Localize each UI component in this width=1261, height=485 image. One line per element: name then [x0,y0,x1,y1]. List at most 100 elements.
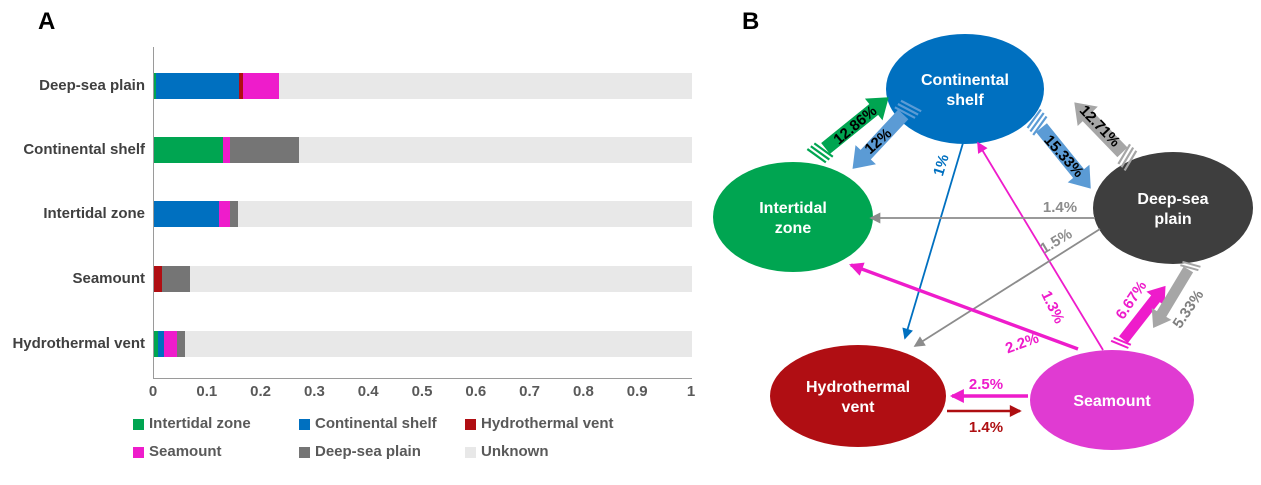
x-tick-label: 0.1 [196,383,218,400]
bar-segment-continental-shelf [158,331,164,357]
plot-area [153,47,692,379]
edge-intertidal-to-shelf-arrow [806,97,889,164]
legend-item-unknown: Unknown [465,443,549,460]
bar-segment-hydrothermal-vent [154,266,162,292]
edge-seamount-to-shelf-line [977,141,1104,351]
x-tick-label: 0.2 [250,383,272,400]
bar-segment-unknown [185,331,692,357]
edge-seamount-to-shelf-label: 1.3% [1037,288,1067,326]
bar-segment-deep-sea-plain [230,201,238,227]
legend-label: Unknown [481,443,549,460]
edge-shelf-to-deepsea-label: 15.33% [1040,132,1087,181]
node-label-intertidal-zone-2: zone [775,220,812,237]
category-label-deep-sea-plain: Deep-sea plain [39,77,145,94]
edge-shelf-to-hydrothermal-label: 1% [930,152,953,178]
bar-row-hydrothermal-vent [154,331,692,357]
node-intertidal-zone [713,162,873,272]
panel-b-label: B [742,8,760,35]
node-seamount [1030,350,1194,450]
x-tick-label: 0.4 [357,383,379,400]
legend-label: Hydrothermal vent [481,415,614,432]
edge-shelf-to-intertidal-arrow [852,99,922,169]
x-axis: 0 0.1 0.2 0.3 0.4 0.5 0.6 0.7 0.8 0.9 1 [149,383,695,403]
x-tick-label: 0.7 [519,383,541,400]
x-tick-label: 0.6 [465,383,487,400]
edge-deepsea-to-hydrothermal-line [913,228,1101,347]
legend-label: Seamount [149,443,222,460]
panel-a-bar-chart: A Deep-sea plain Continental shelf Inter… [12,8,695,460]
bar-row-intertidal-zone [154,201,692,227]
bar-segment-intertidal-zone [154,137,224,163]
node-deep-sea-plain [1093,152,1253,264]
edge-deepsea-to-shelf-arrow [1074,102,1138,171]
x-tick-label: 1 [686,383,696,400]
legend-label: Intertidal zone [149,415,251,432]
bar-segment-seamount [163,331,178,357]
legend-item-intertidal-zone: Intertidal zone [133,415,251,432]
edge-seamount-to-deepsea-arrow [1110,285,1166,349]
bar-segment-deep-sea-plain [177,331,186,357]
node-label-hydrothermal-vent-1: Hydrothermal [806,379,910,396]
category-label-continental-shelf: Continental shelf [23,141,145,158]
legend-item-seamount: Seamount [133,443,222,460]
bar-segment-unknown [279,73,692,99]
edge-deepsea-to-shelf-label: 12.71% [1076,102,1124,150]
node-label-hydrothermal-vent-2: vent [842,399,876,416]
legend-item-continental-shelf: Continental shelf [299,415,437,432]
edge-deepsea-to-hydrothermal-label: 1.5% [1037,225,1075,257]
panel-b-network-diagram: B [700,0,1261,480]
bar-row-seamount [154,266,692,292]
x-tick-label: 0.5 [411,383,433,400]
edge-hydrothermal-to-seamount-label: 1.4% [969,419,1003,436]
node-label-deep-sea-plain-1: Deep-sea [1137,191,1208,208]
bar-segment-seamount [223,137,231,163]
bar-segment-intertidal-zone [154,73,157,99]
network-svg: 12.86% 12% 15.33% 12.71% 6.67% 5.33% 1% … [713,34,1253,450]
bar-row-continental-shelf [154,137,692,163]
x-tick-label: 0.3 [303,383,325,400]
edge-deepsea-to-seamount-arrow [1151,260,1201,329]
bar-segment-unknown [190,266,692,292]
bar-segment-seamount [218,201,231,227]
category-label-seamount: Seamount [72,270,145,287]
legend-marker-continental-shelf [299,419,310,430]
panel-a-label: A [38,8,56,35]
edge-seamount-to-hydrothermal-label: 2.5% [969,376,1003,393]
legend-marker-hydrothermal-vent [465,419,476,430]
legend-label: Deep-sea plain [315,443,421,460]
legend-marker-unknown [465,447,476,458]
x-tick-label: 0.8 [572,383,594,400]
node-label-continental-shelf-2: shelf [946,92,984,109]
bar-segment-continental-shelf [154,201,219,227]
x-tick-label: 0 [148,383,158,400]
node-hydrothermal-vent [770,345,946,447]
category-label-hydrothermal-vent: Hydrothermal vent [12,335,145,352]
node-label-continental-shelf-1: Continental [921,72,1009,89]
bar-segment-seamount [243,73,280,99]
edge-shelf-to-deepsea-arrow [1026,108,1091,189]
bar-segment-unknown [237,201,692,227]
bar-segment-hydrothermal-vent [238,73,244,99]
category-label-intertidal-zone: Intertidal zone [43,205,145,222]
node-continental-shelf [886,34,1044,144]
edge-seamount-to-intertidal-label: 2.2% [1003,330,1041,358]
bar-segment-continental-shelf [156,73,239,99]
bar-segment-unknown [298,137,692,163]
node-label-deep-sea-plain-2: plain [1154,211,1191,228]
bar-segment-deep-sea-plain [161,266,191,292]
bar-row-deep-sea-plain [154,73,692,99]
edge-deepsea-to-intertidal-label: 1.4% [1043,199,1077,216]
legend-marker-seamount [133,447,144,458]
edge-seamount-to-intertidal-line [849,262,1079,351]
edge-shelf-to-hydrothermal-line [902,142,964,340]
legend-marker-intertidal-zone [133,419,144,430]
bar-segment-intertidal-zone [154,331,159,357]
bar-segment-deep-sea-plain [230,137,299,163]
legend-label: Continental shelf [315,415,437,432]
node-label-seamount: Seamount [1073,393,1151,410]
node-label-intertidal-zone-1: Intertidal [759,200,827,217]
legend-marker-deep-sea-plain [299,447,310,458]
legend-item-hydrothermal-vent: Hydrothermal vent [465,415,614,432]
legend-item-deep-sea-plain: Deep-sea plain [299,443,421,460]
x-tick-label: 0.9 [626,383,648,400]
